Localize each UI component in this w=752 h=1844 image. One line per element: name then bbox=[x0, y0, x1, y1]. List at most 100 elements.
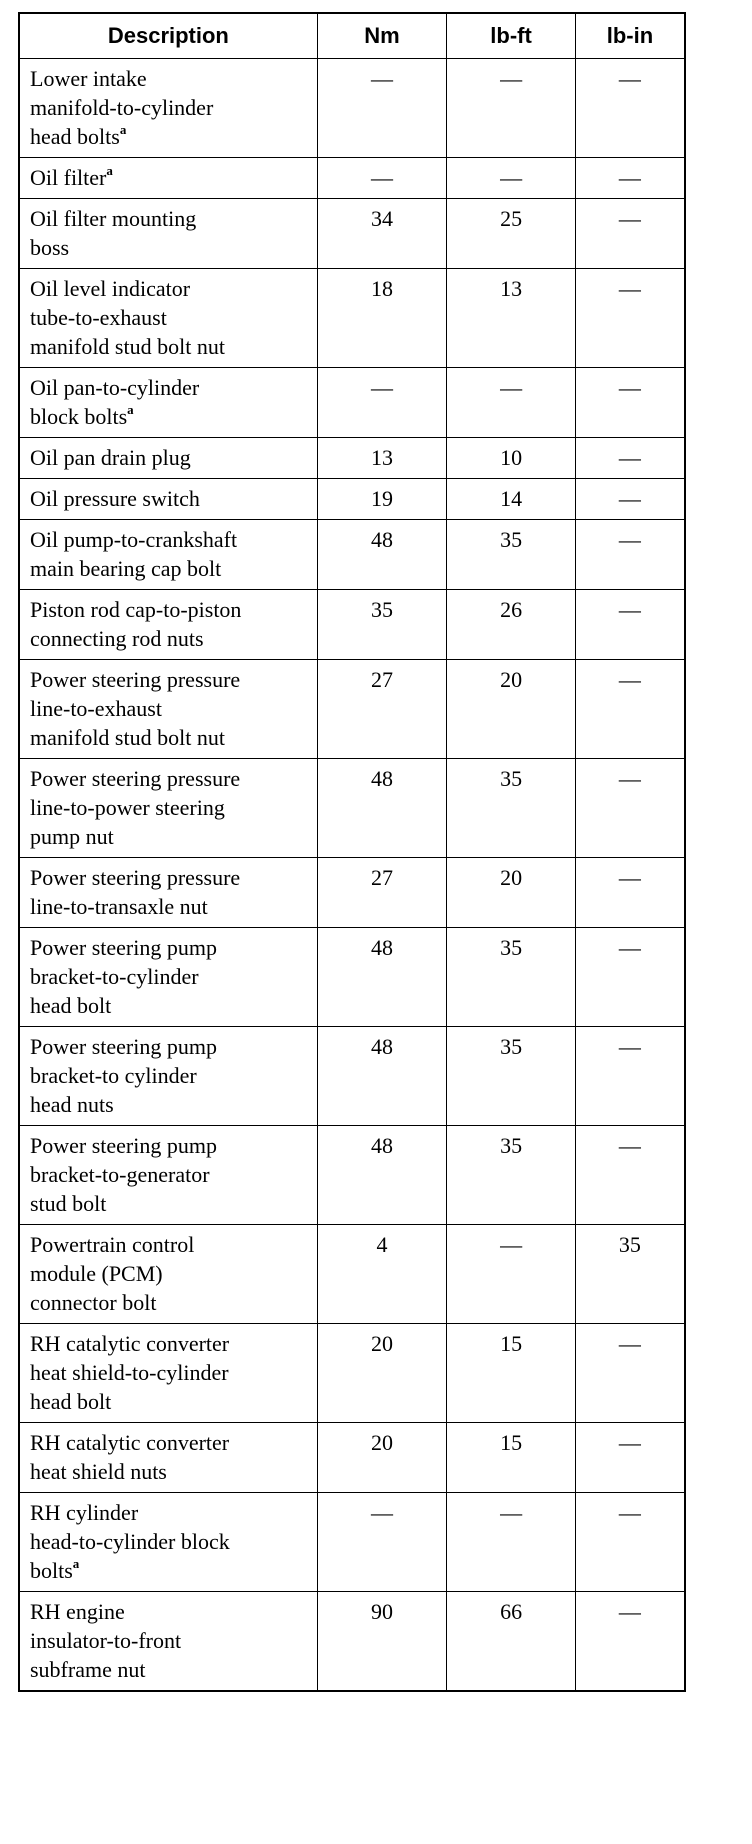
description-cell: Power steering pump bracket-to-cylinder … bbox=[18, 927, 318, 1027]
description-text: Oil pressure switch bbox=[30, 486, 200, 511]
table-row: Power steering pump bracket-to cylinder … bbox=[18, 1026, 686, 1126]
lb-ft-cell: — bbox=[446, 58, 576, 158]
nm-cell: 4 bbox=[316, 1224, 448, 1324]
lb-in-cell: — bbox=[574, 927, 686, 1027]
lb-in-cell: — bbox=[574, 367, 686, 438]
header-lb-in: lb-in bbox=[574, 12, 686, 59]
lb-in-cell: — bbox=[574, 1125, 686, 1225]
header-nm: Nm bbox=[316, 12, 448, 59]
lb-ft-cell: 25 bbox=[446, 198, 576, 269]
lb-in-cell: — bbox=[574, 758, 686, 858]
description-cell: Lower intake manifold-to-cylinder head b… bbox=[18, 58, 318, 158]
nm-cell: 35 bbox=[316, 589, 448, 660]
nm-cell: 18 bbox=[316, 268, 448, 368]
description-cell: Power steering pressure line-to-transaxl… bbox=[18, 857, 318, 928]
lb-in-cell: — bbox=[574, 1026, 686, 1126]
table-row: Oil level indicator tube-to-exhaust mani… bbox=[18, 268, 686, 368]
nm-cell: 13 bbox=[316, 437, 448, 479]
description-text: Power steering pressure line-to-transaxl… bbox=[30, 865, 241, 919]
footnote-marker: a bbox=[72, 1556, 80, 1571]
description-text: Oil filter mounting boss bbox=[30, 206, 197, 260]
table-row: Oil pressure switch 19 14— bbox=[18, 478, 686, 520]
lb-in-cell: — bbox=[574, 198, 686, 269]
lb-in-cell: — bbox=[574, 478, 686, 520]
nm-cell: — bbox=[316, 1492, 448, 1592]
nm-cell: 34 bbox=[316, 198, 448, 269]
description-text: RH engine insulator-to-front subframe nu… bbox=[30, 1599, 182, 1682]
lb-in-cell: — bbox=[574, 1422, 686, 1493]
lb-in-cell: — bbox=[574, 519, 686, 590]
table-row: Power steering pressure line-to-transaxl… bbox=[18, 857, 686, 928]
nm-cell: 48 bbox=[316, 519, 448, 590]
lb-in-cell: — bbox=[574, 659, 686, 759]
lb-in-cell: — bbox=[574, 1591, 686, 1692]
table-row: Power steering pump bracket-to-generator… bbox=[18, 1125, 686, 1225]
lb-ft-cell: 20 bbox=[446, 659, 576, 759]
header-row: Description Nm lb-ft lb-in bbox=[18, 12, 686, 59]
description-text: Power steering pump bracket-to-cylinder … bbox=[30, 935, 217, 1018]
lb-ft-cell: 66 bbox=[446, 1591, 576, 1692]
table-row: Power steering pressure line-to-power st… bbox=[18, 758, 686, 858]
description-cell: Oil pan-to-cylinder block boltsa bbox=[18, 367, 318, 438]
nm-cell: 20 bbox=[316, 1323, 448, 1423]
header-description: Description bbox=[18, 12, 318, 59]
description-cell: Power steering pump bracket-to-generator… bbox=[18, 1125, 318, 1225]
lb-ft-cell: 35 bbox=[446, 1125, 576, 1225]
table-row: Oil pump-to-crankshaft main bearing cap … bbox=[18, 519, 686, 590]
table-row: Powertrain control module (PCM) connecto… bbox=[18, 1224, 686, 1324]
lb-ft-cell: 15 bbox=[446, 1422, 576, 1493]
description-text: Oil level indicator tube-to-exhaust mani… bbox=[30, 276, 225, 359]
description-cell: Oil pump-to-crankshaft main bearing cap … bbox=[18, 519, 318, 590]
description-cell: Power steering pump bracket-to cylinder … bbox=[18, 1026, 318, 1126]
description-text: RH catalytic converter heat shield-to-cy… bbox=[30, 1331, 230, 1414]
table-row: RH catalytic converter heat shield-to-cy… bbox=[18, 1323, 686, 1423]
description-text: Oil pan-to-cylinder block bolts bbox=[30, 375, 200, 429]
description-text: Lower intake manifold-to-cylinder head b… bbox=[30, 66, 214, 149]
lb-ft-cell: 14 bbox=[446, 478, 576, 520]
table-row: RH catalytic converter heat shield nuts 2… bbox=[18, 1422, 686, 1493]
description-cell: RH engine insulator-to-front subframe nu… bbox=[18, 1591, 318, 1692]
footnote-marker: a bbox=[127, 402, 134, 417]
lb-in-cell: — bbox=[574, 1492, 686, 1592]
lb-in-cell: — bbox=[574, 157, 686, 199]
table-row: Oil filtera — — — bbox=[18, 157, 686, 199]
nm-cell: — bbox=[316, 157, 448, 199]
lb-in-cell: — bbox=[574, 589, 686, 660]
lb-in-cell: — bbox=[574, 268, 686, 368]
lb-in-cell: — bbox=[574, 58, 686, 158]
nm-cell: 48 bbox=[316, 758, 448, 858]
description-text: Power steering pump bracket-to-generator… bbox=[30, 1133, 217, 1216]
table-row: Lower intake manifold-to-cylinder head b… bbox=[18, 58, 686, 158]
footnote-marker: a bbox=[119, 122, 127, 137]
table-row: Power steering pump bracket-to-cylinder … bbox=[18, 927, 686, 1027]
lb-ft-cell: — bbox=[446, 157, 576, 199]
table-row: Oil filter mounting boss 34 25— bbox=[18, 198, 686, 269]
description-text: Oil pan drain plug bbox=[30, 445, 191, 470]
description-cell: Oil level indicator tube-to-exhaust mani… bbox=[18, 268, 318, 368]
nm-cell: 20 bbox=[316, 1422, 448, 1493]
lb-ft-cell: 35 bbox=[446, 758, 576, 858]
nm-cell: 27 bbox=[316, 857, 448, 928]
nm-cell: 19 bbox=[316, 478, 448, 520]
lb-ft-cell: 35 bbox=[446, 927, 576, 1027]
description-text: Powertrain control module (PCM) connecto… bbox=[30, 1232, 195, 1315]
description-cell: RH catalytic converter heat shield nuts bbox=[18, 1422, 318, 1493]
lb-in-cell: — bbox=[574, 857, 686, 928]
lb-ft-cell: 15 bbox=[446, 1323, 576, 1423]
description-text: Power steering pump bracket-to cylinder … bbox=[30, 1034, 217, 1117]
lb-in-cell: 35 bbox=[574, 1224, 686, 1324]
description-text: RH catalytic converter heat shield nuts bbox=[30, 1430, 230, 1484]
nm-cell: 48 bbox=[316, 927, 448, 1027]
nm-cell: 90 bbox=[316, 1591, 448, 1692]
description-text: Oil filter bbox=[30, 165, 107, 190]
lb-ft-cell: 35 bbox=[446, 1026, 576, 1126]
description-cell: Oil filtera bbox=[18, 157, 318, 199]
torque-spec-table: Description Nm lb-ft lb-in Lower intake … bbox=[18, 12, 686, 1692]
table-row: Power steering pressure line-to-exhaust … bbox=[18, 659, 686, 759]
description-text: Power steering pressure line-to-exhaust … bbox=[30, 667, 241, 750]
nm-cell: 48 bbox=[316, 1026, 448, 1126]
table-row: Oil pan drain plug 13 10— bbox=[18, 437, 686, 479]
description-cell: RH cylinder head-to-cylinder block bolts… bbox=[18, 1492, 318, 1592]
table-row: RH cylinder head-to-cylinder block bolts… bbox=[18, 1492, 686, 1592]
description-text: Power steering pressure line-to-power st… bbox=[30, 766, 241, 849]
